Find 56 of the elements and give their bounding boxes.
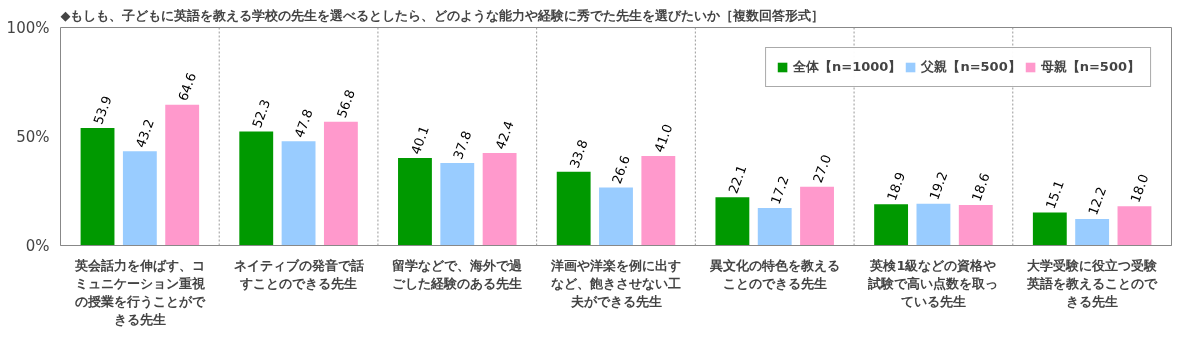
data-label: 37.8 <box>450 128 475 162</box>
bar <box>599 187 633 246</box>
data-label: 64.6 <box>175 70 200 103</box>
legend-label: 父親【n=500】 <box>921 58 1021 76</box>
x-tick-label: 洋画や洋楽を例に出すなど、飽きさせない工夫ができる先生 <box>550 257 681 309</box>
data-label: 26.6 <box>608 153 633 186</box>
x-tick-label: 留学などで、海外で過ごした経験のある先生 <box>392 257 524 291</box>
x-tick-label: 英検1級などの資格や試験で高い点数を取っている先生 <box>867 257 999 309</box>
y-tick-label: 100% <box>6 18 50 37</box>
legend-label: 母親【n=500】 <box>1040 58 1140 76</box>
x-tick-label: 異文化の特色を教えることのできる先生 <box>708 257 840 291</box>
bar <box>323 121 358 246</box>
data-label: 33.8 <box>566 137 591 171</box>
bar <box>641 156 676 246</box>
bar <box>281 141 316 246</box>
bar <box>398 158 432 246</box>
bar <box>80 128 115 246</box>
bar <box>1117 206 1152 246</box>
data-label: 19.2 <box>926 169 951 202</box>
y-tick-label: 50% <box>16 127 50 146</box>
data-label: 18.6 <box>968 170 993 204</box>
data-label: 15.1 <box>1042 178 1067 211</box>
data-label: 41.0 <box>651 121 676 155</box>
x-tick-label: 大学受験に役立つ受験英語を教えることのできる先生 <box>1026 257 1159 309</box>
bar <box>715 197 750 246</box>
bar <box>1075 218 1110 246</box>
data-label: 52.3 <box>249 97 274 130</box>
data-label: 47.8 <box>291 107 316 140</box>
y-tick-label: 0% <box>25 236 50 255</box>
bar <box>482 153 517 246</box>
bar <box>874 204 909 246</box>
data-label: 12.2 <box>1085 184 1110 218</box>
bar <box>958 204 993 246</box>
data-label: 53.9 <box>90 93 115 127</box>
bar <box>916 203 951 246</box>
data-label: 18.0 <box>1127 172 1152 205</box>
bar <box>239 131 274 246</box>
data-label: 27.0 <box>809 152 835 185</box>
data-label: 17.2 <box>767 173 792 207</box>
data-label: 22.1 <box>725 163 750 196</box>
legend-label: 全体【n=1000】 <box>793 58 902 76</box>
bar <box>757 208 792 246</box>
data-label: 43.2 <box>132 117 157 150</box>
bar <box>122 151 157 246</box>
data-label: 18.9 <box>884 170 909 203</box>
x-tick-label: ネイティブの発音で話すことのできる先生 <box>233 257 364 291</box>
bar <box>440 163 475 246</box>
chart-title: ◆もしも、子どもに英語を教える学校の先生を選べるとしたら、どのような能力や経験に秀でた先生を選びたいか［複数回答形式］ <box>60 7 825 23</box>
data-label: 40.1 <box>407 123 432 157</box>
bar <box>1032 212 1067 246</box>
bar <box>800 186 834 246</box>
bar <box>556 171 591 246</box>
data-label: 56.8 <box>333 87 358 120</box>
bar <box>165 104 200 246</box>
x-tick-label: 英会話力を伸ばす、コミュニケーション重視の授業を行うことができる先生 <box>73 257 206 327</box>
data-label: 42.4 <box>492 118 517 152</box>
